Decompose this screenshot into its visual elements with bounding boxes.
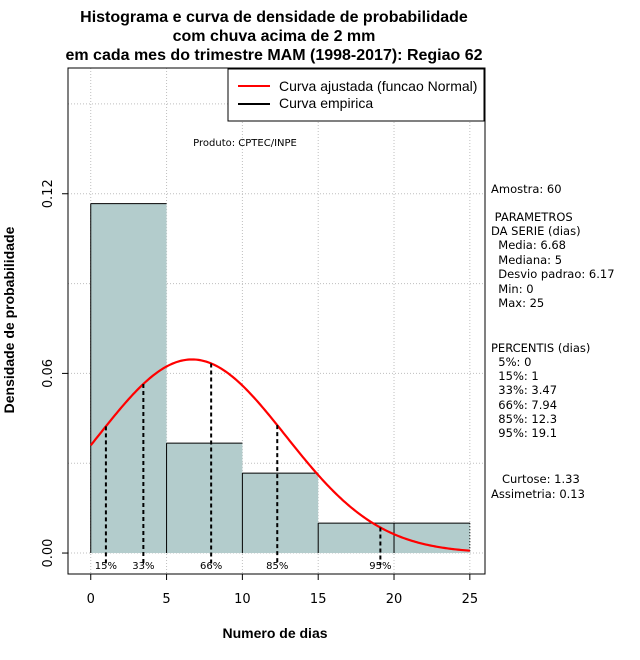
stats-max: Max: 25 [491, 296, 544, 310]
stats-p66: 66%: 7.94 [491, 398, 557, 412]
stats-skewness: Assimetria: 0.13 [491, 487, 585, 501]
normal-fit-curve [89, 358, 470, 552]
legend: Curva ajustada (funcao Normal) Curva emp… [227, 68, 485, 122]
y-tick-label: 0.00 [41, 539, 56, 568]
percentile-label-1: 15% [95, 561, 117, 572]
x-tick-label: 0 [87, 592, 95, 607]
y-tick-label: 0.06 [41, 359, 56, 388]
x-tick-label: 10 [234, 592, 251, 607]
stats-mean: Media: 6.68 [491, 238, 566, 252]
legend-box [227, 68, 485, 122]
stats-panel: Amostra: 60 PARAMETROS DA SERIE (dias) M… [491, 182, 615, 501]
plot-frame [67, 67, 486, 575]
x-axis-title: Numero de dias [222, 625, 327, 641]
chart-title-line-1: Histograma e curva de densidade de proba… [80, 9, 468, 26]
stats-kurtosis: Curtose: 1.33 [491, 472, 580, 486]
chart-title-line-2: com chuva acima de 2 mm [173, 28, 376, 45]
stats-p5: 5%: 0 [491, 355, 531, 369]
histogram-bars [90, 203, 471, 554]
stats-p95: 95%: 19.1 [491, 426, 557, 440]
percentile-label-2: 33% [132, 561, 154, 572]
axes: 0 5 10 15 20 25 0.00 0.06 0.12 [41, 179, 478, 607]
chart-title-line-3: em cada mes do trimestre MAM (1998-2017)… [65, 47, 482, 64]
x-tick-label: 20 [386, 592, 403, 607]
percentile-label-3: 66% [200, 561, 222, 572]
stats-p33: 33%: 3.47 [491, 383, 557, 397]
stats-sd: Desvio padrao: 6.17 [491, 267, 615, 281]
percentile-label-4: 85% [266, 561, 288, 572]
y-tick-label: 0.12 [41, 179, 56, 208]
percentile-lines: 15% 33% 66% 85% 95% [95, 363, 391, 572]
y-axis-title: Densidade de probabilidade [1, 226, 17, 413]
legend-fit-label: Curva ajustada (funcao Normal) [279, 78, 477, 94]
stats-min: Min: 0 [491, 282, 534, 296]
product-annotation: Produto: CPTEC/INPE [193, 138, 297, 149]
x-tick-label: 5 [162, 592, 170, 607]
stats-params-header-2: DA SERIE (dias) [491, 224, 581, 238]
normal-fit-path [89, 358, 470, 552]
x-tick-label: 25 [462, 592, 479, 607]
stats-median: Mediana: 5 [491, 253, 562, 267]
stats-percentis-header: PERCENTIS (dias) [491, 341, 590, 355]
stats-p15: 15%: 1 [491, 369, 539, 383]
histogram-bar-2 [166, 443, 243, 554]
stats-p85: 85%: 12.3 [491, 412, 557, 426]
legend-empirical-label: Curva empirica [279, 95, 373, 111]
stats-sample: Amostra: 60 [491, 182, 562, 196]
stats-params-header-1: PARAMETROS [491, 210, 573, 224]
histogram-bar-3 [242, 473, 319, 554]
histogram-bar-1 [90, 203, 167, 554]
x-tick-label: 15 [310, 592, 327, 607]
percentile-label-5: 95% [369, 561, 391, 572]
